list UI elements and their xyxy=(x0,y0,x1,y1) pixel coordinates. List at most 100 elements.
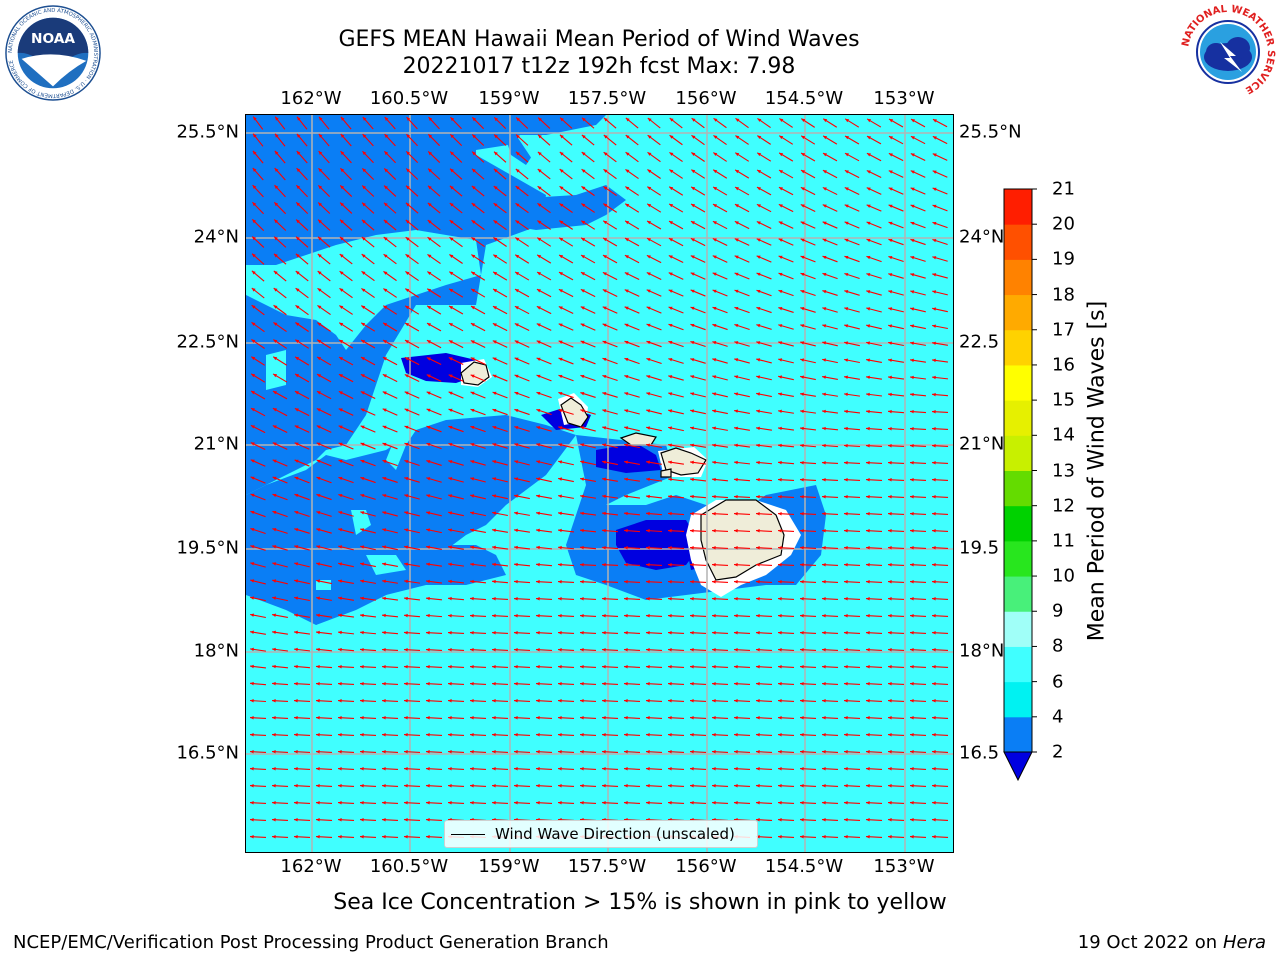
wind-wave-arrow xyxy=(690,186,706,196)
wind-wave-arrow xyxy=(581,117,595,129)
wind-wave-arrow xyxy=(844,255,860,263)
legend-label: Wind Wave Direction (unscaled) xyxy=(495,825,735,843)
wind-wave-arrow xyxy=(690,203,706,213)
wind-wave-arrow xyxy=(294,852,310,853)
wind-wave-arrow xyxy=(931,716,949,720)
wind-wave-arrow xyxy=(932,290,948,296)
wind-wave-arrow xyxy=(272,562,288,568)
wind-wave-arrow xyxy=(403,733,421,737)
wind-wave-arrow xyxy=(514,288,530,298)
wind-wave-arrow xyxy=(733,716,751,720)
wind-wave-arrow xyxy=(865,818,883,822)
wind-wave-arrow xyxy=(250,407,266,417)
wind-wave-arrow xyxy=(337,750,355,754)
wind-wave-arrow xyxy=(360,356,376,366)
wind-wave-arrow xyxy=(274,116,286,130)
wind-wave-arrow xyxy=(514,528,530,533)
wind-wave-arrow xyxy=(735,135,749,145)
wind-wave-arrow xyxy=(580,288,596,298)
wind-wave-arrow xyxy=(359,835,377,839)
wind-wave-arrow xyxy=(469,784,487,788)
wind-wave-arrow xyxy=(931,478,949,482)
wind-wave-arrow xyxy=(667,597,685,601)
wind-wave-arrow xyxy=(513,614,531,618)
wind-wave-arrow xyxy=(316,613,332,618)
wind-wave-arrow xyxy=(405,168,419,180)
wind-wave-arrow xyxy=(822,272,838,280)
wind-wave-arrow xyxy=(339,270,353,282)
wind-wave-arrow xyxy=(624,477,640,482)
wind-wave-arrow xyxy=(844,392,860,397)
wind-wave-arrow xyxy=(491,699,509,703)
wind-wave-arrow xyxy=(756,426,772,431)
wind-wave-arrow xyxy=(668,237,684,247)
wind-wave-arrow xyxy=(403,682,421,686)
wind-wave-arrow xyxy=(296,150,308,164)
wind-wave-arrow xyxy=(273,339,287,349)
wind-wave-arrow xyxy=(711,494,729,499)
wind-wave-arrow xyxy=(447,648,465,652)
wind-wave-arrow xyxy=(667,767,685,771)
wind-wave-arrow xyxy=(909,614,927,618)
wind-wave-arrow xyxy=(449,202,463,214)
wind-wave-arrow xyxy=(932,170,948,178)
lon-tick-bottom: 153°W xyxy=(873,856,935,877)
wind-wave-arrow xyxy=(382,373,398,383)
wind-wave-arrow xyxy=(800,289,816,297)
wind-wave-arrow xyxy=(932,256,948,262)
wind-wave-arrow xyxy=(733,580,751,584)
wind-wave-arrow xyxy=(293,664,311,669)
wind-wave-arrow xyxy=(844,187,860,195)
wind-wave-arrow xyxy=(712,323,728,331)
wind-wave-arrow xyxy=(821,461,839,465)
wind-wave-arrow xyxy=(579,750,597,754)
wind-wave-arrow xyxy=(756,238,772,246)
legend-line-sample xyxy=(451,833,485,835)
wind-wave-arrow xyxy=(426,477,442,483)
wind-wave-arrow xyxy=(404,528,420,534)
wind-wave-arrow xyxy=(447,716,465,720)
wind-wave-arrow xyxy=(645,528,663,533)
wind-wave-arrow xyxy=(492,288,508,298)
wind-wave-arrow xyxy=(381,733,399,737)
wind-wave-arrow xyxy=(799,580,817,584)
colorbar-tick-label: 8 xyxy=(1052,635,1064,657)
wind-wave-arrow xyxy=(580,237,596,247)
wind-wave-arrow xyxy=(514,494,530,500)
wind-wave-arrow xyxy=(426,305,442,315)
wind-wave-arrow xyxy=(822,852,838,853)
wind-wave-arrow xyxy=(316,493,332,501)
wind-wave-arrow xyxy=(536,305,552,315)
wind-wave-arrow xyxy=(381,596,399,601)
wind-wave-arrow xyxy=(272,528,288,534)
wind-wave-arrow xyxy=(645,597,663,601)
wind-wave-arrow xyxy=(755,750,773,754)
wind-wave-arrow xyxy=(471,185,485,197)
wind-wave-arrow xyxy=(537,202,551,214)
wind-wave-arrow xyxy=(733,784,751,788)
wind-wave-arrow xyxy=(315,767,333,771)
wind-wave-arrow xyxy=(888,187,904,195)
wind-wave-arrow xyxy=(558,271,574,281)
wind-wave-arrow xyxy=(844,204,860,212)
wind-wave-arrow xyxy=(909,801,927,805)
wind-wave-arrow xyxy=(403,801,421,805)
wind-wave-arrow xyxy=(734,272,750,280)
wind-wave-arrow xyxy=(426,494,442,500)
wind-wave-arrow xyxy=(449,151,463,163)
wind-wave-arrow xyxy=(625,168,639,180)
wind-wave-arrow xyxy=(645,801,663,805)
wind-wave-arrow xyxy=(690,392,706,398)
wind-wave-arrow xyxy=(602,323,618,331)
wind-wave-arrow xyxy=(910,273,926,279)
wind-wave-arrow xyxy=(250,596,266,602)
wind-wave-arrow xyxy=(316,511,332,517)
wind-wave-arrow xyxy=(711,477,729,482)
wind-wave-arrow xyxy=(887,648,905,652)
wind-wave-arrow xyxy=(647,134,661,146)
wind-wave-arrow xyxy=(844,221,860,229)
wind-wave-arrow xyxy=(711,512,729,516)
wind-wave-arrow xyxy=(317,202,331,214)
wind-wave-arrow xyxy=(535,784,553,788)
wind-wave-arrow xyxy=(733,631,751,635)
